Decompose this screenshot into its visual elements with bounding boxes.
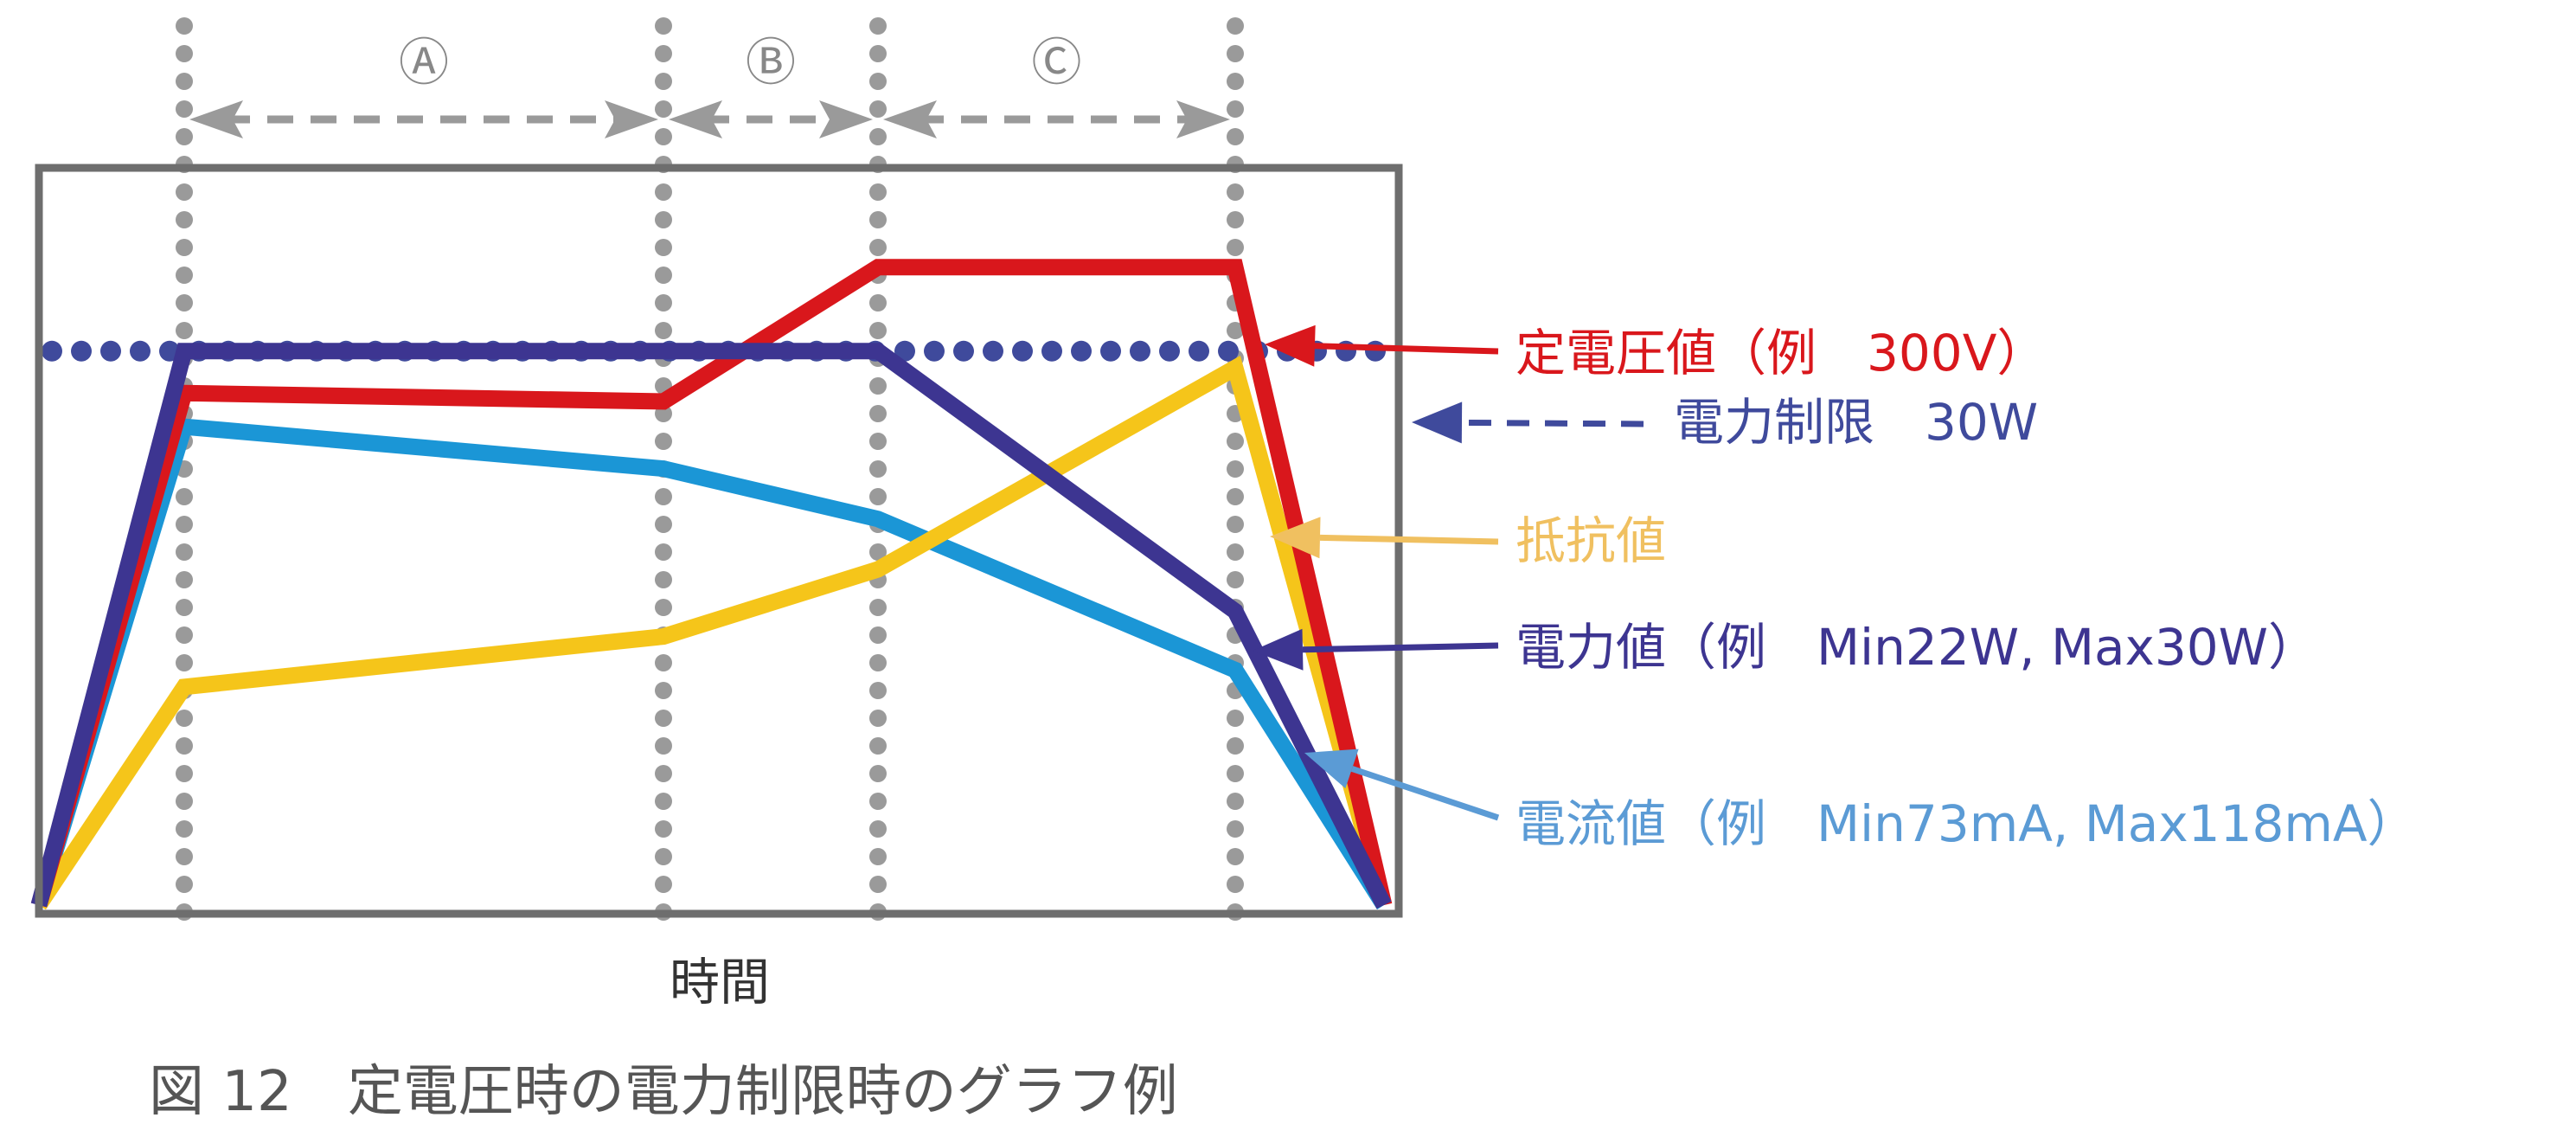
phase-arrowhead-right-2 bbox=[819, 100, 873, 138]
phase-arrowhead-right-1 bbox=[605, 100, 658, 138]
phase-arrowhead-left-3 bbox=[883, 100, 937, 138]
arrow-voltage-shaft bbox=[1314, 343, 1499, 355]
arrow-power-head bbox=[1253, 628, 1304, 671]
phase-label-2: Ⓑ bbox=[746, 33, 796, 92]
series-line-power bbox=[30, 343, 1392, 909]
phase-label-1: Ⓐ bbox=[399, 33, 449, 92]
reference-label-power-limit: 電力制限 30W bbox=[1674, 393, 2038, 452]
phase-dividers bbox=[176, 17, 1244, 922]
series-line-resistance bbox=[32, 355, 1393, 910]
series-label-current: 電流値（例 Min73mA, Max118mA） bbox=[1515, 794, 2418, 853]
series-label-power: 電力値（例 Min22W, Max30W） bbox=[1515, 618, 2318, 677]
phase-arrowhead-right-3 bbox=[1176, 100, 1230, 138]
arrow-power-limit-shaft bbox=[1461, 419, 1644, 427]
arrow-resistance-shaft bbox=[1319, 534, 1499, 545]
arrow-voltage-head bbox=[1265, 324, 1316, 367]
series-line-current bbox=[30, 417, 1392, 910]
series-label-resistance: 抵抗値 bbox=[1515, 511, 1666, 570]
arrow-resistance-head bbox=[1270, 517, 1321, 559]
series-line-voltage bbox=[30, 259, 1393, 908]
label-arrows bbox=[1253, 324, 1644, 821]
phase-arrowhead-left-2 bbox=[669, 100, 722, 138]
arrow-current-head bbox=[1304, 748, 1359, 789]
arrow-power-limit-head bbox=[1412, 401, 1463, 444]
x-axis-label: 時間 bbox=[670, 953, 770, 1012]
arrow-current-shaft bbox=[1350, 766, 1500, 821]
plot-frame bbox=[35, 164, 1403, 918]
series-label-voltage: 定電圧値（例 300V） bbox=[1515, 324, 2047, 382]
arrow-power-shaft bbox=[1302, 642, 1499, 653]
phase-arrowhead-left-1 bbox=[189, 100, 243, 138]
figure-caption: 図 12 定電圧時の電力制限時のグラフ例 bbox=[149, 1060, 1178, 1124]
series-lines bbox=[30, 259, 1393, 910]
phase-arrows: Ⓐ Ⓑ Ⓒ bbox=[189, 33, 1230, 138]
phase-label-3: Ⓒ bbox=[1031, 33, 1081, 92]
